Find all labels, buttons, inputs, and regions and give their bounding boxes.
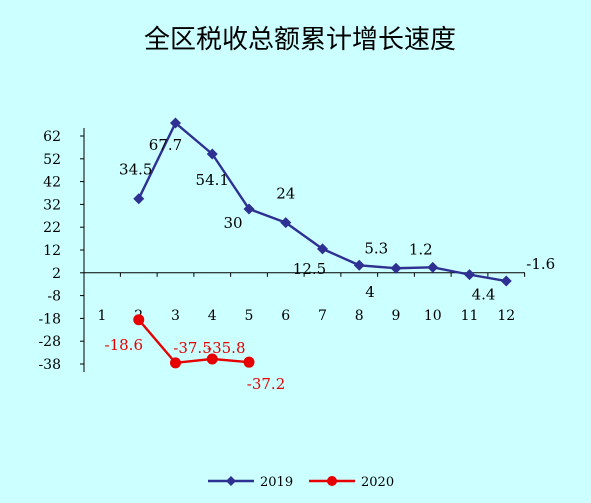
marker-2019: [206, 148, 218, 160]
data-label-2020: -37.2: [247, 375, 285, 393]
y-tick-label: -28: [38, 334, 61, 350]
data-label-2019: 12.5: [293, 260, 326, 278]
series-line-2019: [137, 121, 507, 283]
data-label-2019: 34.5: [119, 161, 152, 179]
x-tick-label: 12: [497, 308, 515, 324]
y-tick-label: 2: [52, 266, 61, 282]
data-label-2019: -1.6: [526, 255, 555, 273]
y-tick-label: 32: [43, 197, 61, 213]
data-label-2019: 54.1: [196, 171, 229, 189]
marker-2020: [133, 314, 145, 326]
y-tick-label: -38: [38, 357, 61, 373]
y-tick-label: -8: [47, 289, 61, 305]
data-label-2019: 4: [365, 283, 375, 301]
data-label-2019: 5.3: [364, 239, 388, 257]
marker-2019: [243, 203, 255, 215]
legend: 2019 2020: [208, 475, 394, 490]
data-label-2019: 4.4: [472, 286, 496, 304]
legend-label-2020: 2020: [361, 475, 394, 490]
marker-2020: [170, 357, 181, 369]
x-tick-label: 1: [98, 308, 107, 324]
marker-2020: [243, 356, 255, 368]
series-line-2020: [137, 318, 250, 365]
y-tick-label: -18: [38, 311, 61, 327]
y-tick-label: 52: [43, 152, 61, 168]
marker-2019: [170, 117, 181, 129]
marker-2019: [427, 261, 439, 273]
x-tick-label: 4: [208, 308, 217, 324]
marker-2019: [280, 217, 292, 229]
data-label-2020: -18.6: [105, 336, 143, 354]
marker-2020: [206, 353, 218, 365]
marker-2019: [390, 262, 402, 274]
x-tick-label: 7: [318, 308, 327, 324]
x-tick-label: 3: [171, 308, 180, 324]
y-tick-label: 62: [43, 129, 61, 145]
data-label-2019: 1.2: [409, 240, 433, 258]
x-tick-label: 8: [355, 308, 364, 324]
data-label-2020: -35.8: [207, 339, 245, 357]
y-tick-label: 22: [43, 220, 61, 236]
data-label-2019: 67.7: [149, 136, 182, 154]
x-tick-label: 10: [424, 308, 442, 324]
data-label-2019: 30: [223, 214, 242, 232]
data-label-2020: -37.5: [173, 339, 211, 357]
chart-title: 全区税收总额累计增长速度: [144, 25, 456, 55]
x-tick-label: 6: [281, 308, 290, 324]
series-layer: [133, 117, 512, 369]
marker-2019: [500, 275, 512, 287]
data-label-2019: 24: [276, 185, 295, 203]
marker-2019: [464, 269, 475, 281]
marker-2019: [353, 259, 365, 271]
x-tick-label: 11: [461, 308, 479, 324]
y-tick-label: 42: [43, 175, 61, 191]
legend-marker-2020: [327, 476, 337, 486]
data-labels-layer: 34.5 67.7 54.1 30 24 12.5 5.3 4 1.2 4.4 -1.6 -18.6 -…: [105, 136, 556, 393]
x-tick-label: 5: [245, 308, 254, 324]
marker-2019: [133, 193, 145, 205]
x-tick-label: 9: [392, 308, 401, 324]
legend-label-2019: 2019: [260, 475, 293, 490]
legend-marker-2019: [226, 476, 236, 486]
y-tick-label: 12: [43, 243, 61, 259]
marker-2019: [317, 243, 328, 255]
